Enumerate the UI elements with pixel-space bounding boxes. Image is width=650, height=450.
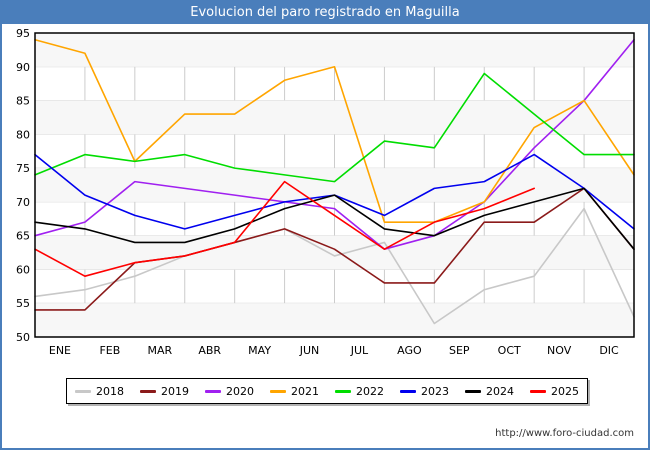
legend-item-2021[interactable]: 2021 (270, 385, 319, 398)
legend-label: 2022 (356, 384, 384, 398)
y-tick-label: 90 (16, 61, 30, 74)
line-chart: 50 55 60 65 70 75 80 85 90 95 ENE FEB MAR ABR MAY JUN J… (16, 27, 635, 357)
legend-item-2023[interactable]: 2023 (400, 385, 449, 398)
x-tick-label: AGO (397, 344, 422, 357)
legend-label: 2020 (226, 384, 254, 398)
x-tick-label: JUL (350, 344, 369, 357)
y-tick-label: 55 (16, 297, 30, 310)
x-tick-label: MAR (147, 344, 172, 357)
x-tick-label: OCT (498, 344, 521, 357)
x-tick-label: JUN (299, 344, 320, 357)
x-tick-label: FEB (99, 344, 120, 357)
page-title: Evolucion del paro registrado en Maguill… (2, 2, 648, 24)
x-tick-label: DIC (599, 344, 619, 357)
legend-item-2024[interactable]: 2024 (465, 385, 514, 398)
y-tick-label: 60 (16, 263, 30, 276)
legend-item-2019[interactable]: 2019 (140, 385, 189, 398)
legend-swatch-icon (465, 389, 481, 393)
y-tick-label: 50 (16, 331, 30, 344)
chart-legend: 2018 2019 2020 2021 2022 2023 2024 2025 (66, 378, 588, 404)
legend-label: 2024 (486, 384, 514, 398)
x-tick-label: ABR (198, 344, 221, 357)
legend-item-2022[interactable]: 2022 (335, 385, 384, 398)
y-tick-label: 75 (16, 162, 30, 175)
y-tick-label: 70 (16, 196, 30, 209)
x-tick-label: ENE (49, 344, 71, 357)
x-tick-label: MAY (248, 344, 271, 357)
y-tick-label: 80 (16, 128, 30, 141)
chart-plot-area: 50 55 60 65 70 75 80 85 90 95 ENE FEB MAR ABR MAY JUN J… (2, 24, 648, 364)
legend-swatch-icon (205, 389, 221, 393)
x-axis-tick-labels: ENE FEB MAR ABR MAY JUN JUL AGO SEP OCT NOV DIC (49, 344, 619, 357)
plot-background (35, 33, 634, 337)
legend-label: 2018 (96, 384, 124, 398)
legend-label: 2019 (161, 384, 189, 398)
legend-label: 2023 (421, 384, 449, 398)
y-axis-tick-labels: 50 55 60 65 70 75 80 85 90 95 (16, 27, 30, 344)
y-tick-label: 95 (16, 27, 30, 40)
x-tick-label: SEP (449, 344, 470, 357)
legend-item-2025[interactable]: 2025 (530, 385, 579, 398)
y-tick-label: 85 (16, 95, 30, 108)
source-url: http://www.foro-ciudad.com (495, 428, 634, 439)
y-tick-label: 65 (16, 230, 30, 243)
legend-item-2018[interactable]: 2018 (75, 385, 124, 398)
plot-frame (34, 32, 635, 338)
legend-label: 2021 (291, 384, 319, 398)
x-tick-label: NOV (547, 344, 572, 357)
legend-swatch-icon (75, 389, 91, 393)
legend-swatch-icon (335, 389, 351, 393)
legend-label: 2025 (551, 384, 579, 398)
legend-item-2020[interactable]: 2020 (205, 385, 254, 398)
legend-swatch-icon (400, 389, 416, 393)
legend-swatch-icon (140, 389, 156, 393)
legend-swatch-icon (270, 389, 286, 393)
series-lines (34, 38, 635, 325)
legend-swatch-icon (530, 389, 546, 393)
